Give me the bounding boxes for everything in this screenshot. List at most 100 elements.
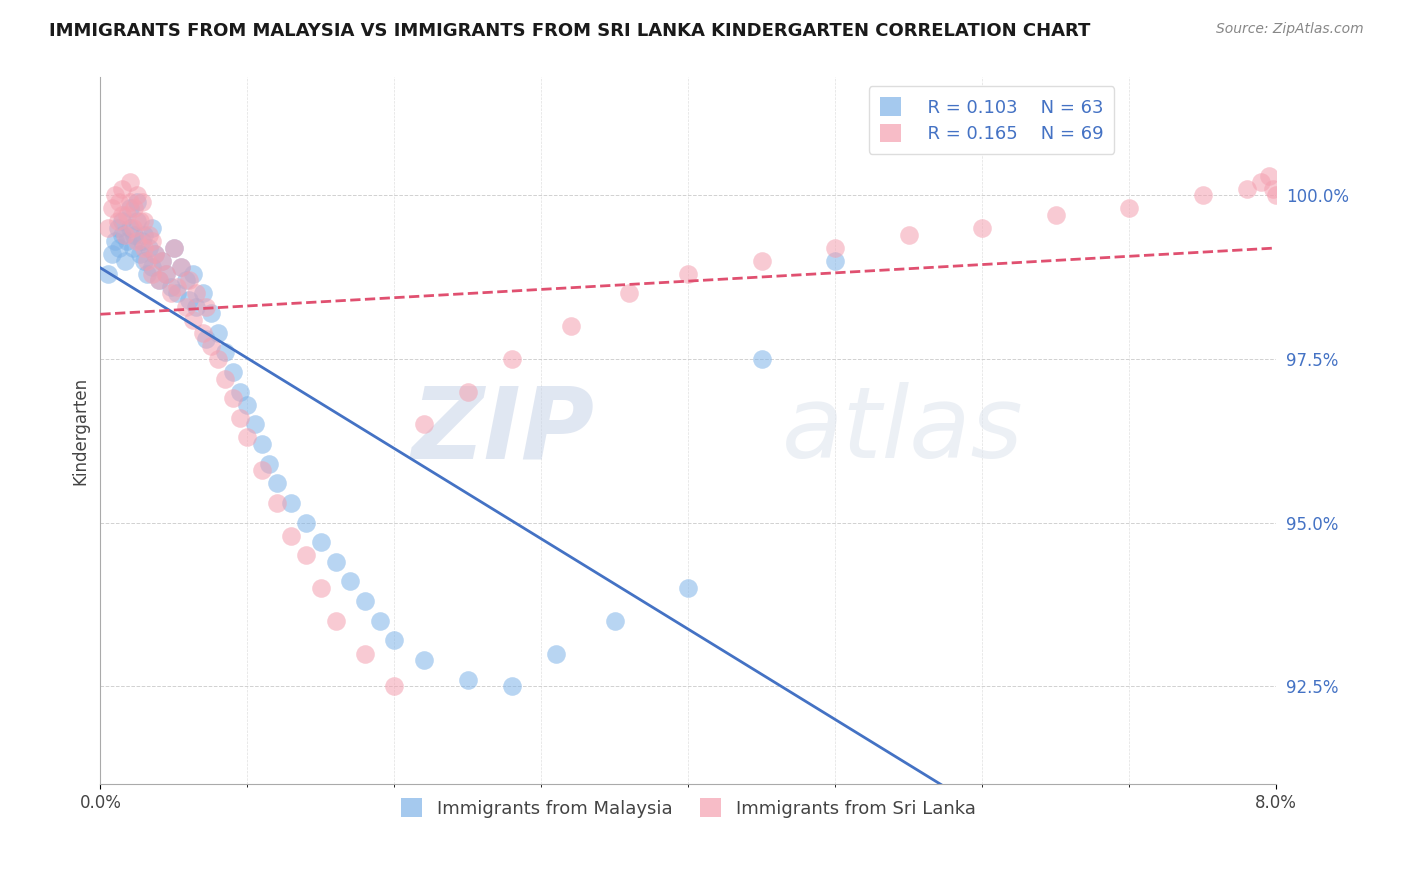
Point <box>114 253 136 268</box>
Point <box>560 319 582 334</box>
Point <box>118 175 141 189</box>
Point <box>824 253 846 268</box>
Point <box>108 194 131 209</box>
Point <box>177 293 200 307</box>
Point <box>309 535 332 549</box>
Point <box>1257 169 1279 183</box>
Point <box>131 234 153 248</box>
Point <box>118 194 141 209</box>
Point <box>111 214 134 228</box>
Point <box>1118 202 1140 216</box>
Point <box>457 673 479 687</box>
Point <box>250 437 273 451</box>
Legend: Immigrants from Malaysia, Immigrants from Sri Lanka: Immigrants from Malaysia, Immigrants fro… <box>394 791 983 825</box>
Point <box>138 227 160 242</box>
Point <box>134 253 156 268</box>
Point <box>339 574 361 589</box>
Point <box>170 260 193 275</box>
Point <box>243 417 266 432</box>
Point <box>676 581 699 595</box>
Point <box>354 594 377 608</box>
Point <box>619 286 641 301</box>
Point <box>1263 182 1285 196</box>
Point <box>259 457 281 471</box>
Point <box>107 214 129 228</box>
Point <box>163 241 186 255</box>
Point <box>111 208 134 222</box>
Point <box>295 549 318 563</box>
Point <box>148 273 170 287</box>
Point <box>229 384 252 399</box>
Point <box>136 253 159 268</box>
Point <box>1250 175 1272 189</box>
Point <box>155 267 177 281</box>
Point <box>166 286 188 301</box>
Point <box>111 182 134 196</box>
Point <box>104 234 127 248</box>
Point <box>143 247 166 261</box>
Point <box>1265 188 1288 202</box>
Point <box>141 221 163 235</box>
Point <box>325 555 347 569</box>
Point <box>501 351 523 366</box>
Point <box>118 202 141 216</box>
Point <box>457 384 479 399</box>
Point <box>200 306 222 320</box>
Point <box>184 300 207 314</box>
Point <box>163 241 186 255</box>
Point <box>108 241 131 255</box>
Point <box>136 267 159 281</box>
Text: ZIP: ZIP <box>411 383 595 479</box>
Point <box>122 227 145 242</box>
Point <box>127 234 149 248</box>
Point <box>368 614 391 628</box>
Point <box>166 280 188 294</box>
Point <box>101 202 124 216</box>
Point <box>134 241 156 255</box>
Point <box>229 410 252 425</box>
Point <box>412 653 434 667</box>
Y-axis label: Kindergarten: Kindergarten <box>72 377 89 485</box>
Text: IMMIGRANTS FROM MALAYSIA VS IMMIGRANTS FROM SRI LANKA KINDERGARTEN CORRELATION C: IMMIGRANTS FROM MALAYSIA VS IMMIGRANTS F… <box>49 22 1091 40</box>
Point <box>107 221 129 235</box>
Point <box>174 273 197 287</box>
Point <box>121 221 143 235</box>
Point <box>207 351 229 366</box>
Point <box>544 647 567 661</box>
Point <box>354 647 377 661</box>
Point <box>214 345 236 359</box>
Point <box>221 365 243 379</box>
Point <box>207 326 229 340</box>
Point <box>824 241 846 255</box>
Point <box>181 267 204 281</box>
Point <box>236 398 259 412</box>
Point <box>150 253 173 268</box>
Point <box>111 227 134 242</box>
Point <box>174 300 197 314</box>
Point <box>214 371 236 385</box>
Point <box>160 286 183 301</box>
Point <box>129 214 152 228</box>
Point <box>129 247 152 261</box>
Point <box>1191 188 1213 202</box>
Point <box>138 241 160 255</box>
Point <box>121 241 143 255</box>
Point <box>97 267 120 281</box>
Point <box>309 581 332 595</box>
Point <box>177 273 200 287</box>
Point <box>897 227 920 242</box>
Point <box>751 253 773 268</box>
Point <box>134 227 156 242</box>
Point <box>193 326 215 340</box>
Point <box>118 221 141 235</box>
Point <box>114 227 136 242</box>
Text: atlas: atlas <box>782 383 1024 479</box>
Point <box>280 496 302 510</box>
Point <box>150 253 173 268</box>
Point <box>1236 182 1258 196</box>
Point <box>141 260 163 275</box>
Point <box>325 614 347 628</box>
Point <box>170 260 193 275</box>
Point <box>122 202 145 216</box>
Point <box>141 267 163 281</box>
